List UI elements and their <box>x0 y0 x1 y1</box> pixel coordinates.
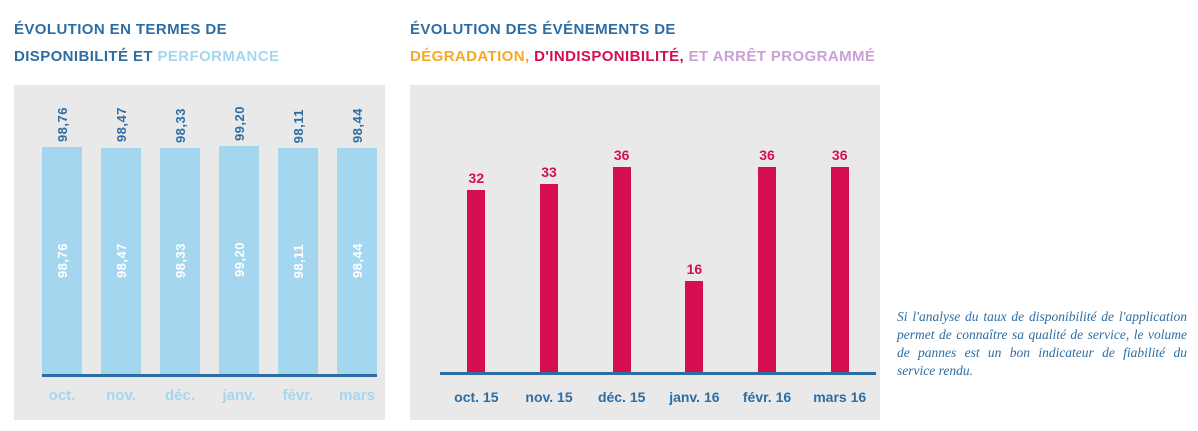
availability-title-performance-part: PERFORMANCE <box>157 48 280 65</box>
bar-column: 36 <box>585 147 658 372</box>
bar: 98,44 <box>337 147 377 374</box>
bar-column: 99,20 99,20 <box>219 106 259 374</box>
bar-value-label: 99,20 <box>231 105 247 141</box>
bar-value-label: 36 <box>759 146 775 163</box>
bar-value-label: 32 <box>468 169 485 186</box>
bar <box>830 166 849 372</box>
x-axis-label: nov. 15 <box>525 389 573 405</box>
bar-value-label: 36 <box>613 146 630 163</box>
x-axis-label: mars <box>339 387 375 404</box>
bar <box>685 280 704 372</box>
bar-column: 98,47 98,47 <box>101 107 141 374</box>
events-chart-panel: 32 33 36 16 36 36 oct. 15 nov. 15 déc. 15 janv. … <box>410 85 880 420</box>
bar-inner-value-label: 98,44 <box>349 243 365 279</box>
events-title-indisponibilite-part: D'INDISPONIBILITÉ, <box>534 48 685 65</box>
bar-value-label: 98,11 <box>290 109 306 144</box>
availability-title-blue-part: DISPONIBILITÉ ET <box>14 48 153 65</box>
bar-value-label: 16 <box>686 260 703 277</box>
availability-title-line1: ÉVOLUTION EN TERMES DE <box>14 16 279 43</box>
bar-column: 36 <box>731 147 804 372</box>
bar-value-label: 36 <box>831 146 848 163</box>
bar-column: 16 <box>658 261 731 372</box>
x-axis-label: mars 16 <box>813 389 867 405</box>
bar-column: 98,11 98,11 <box>278 109 318 374</box>
x-axis-label: janv. <box>222 387 256 404</box>
bar <box>540 183 558 372</box>
x-axis-label: oct. <box>48 387 76 404</box>
events-title-line1: ÉVOLUTION DES ÉVÉNEMENTS DE <box>410 16 875 43</box>
x-axis-label: nov. <box>106 387 136 404</box>
bar-column: 32 <box>440 170 513 372</box>
bar-value-label: 98,47 <box>113 107 129 143</box>
x-axis-label: oct. 15 <box>454 389 499 405</box>
bar-column: 98,76 98,76 <box>42 107 82 374</box>
events-title-degradation-part: DÉGRADATION, <box>410 48 530 65</box>
bar: 98,76 <box>42 146 82 374</box>
bar-inner-value-label: 98,47 <box>113 243 129 279</box>
events-title-arret-part: ET ARRÊT PROGRAMMÉ <box>688 48 876 65</box>
bar <box>612 166 631 372</box>
bar-value-label: 98,44 <box>349 107 365 143</box>
bar <box>467 189 486 372</box>
bar: 98,47 <box>101 147 141 374</box>
bar: 98,11 <box>278 148 318 374</box>
bar-inner-value-label: 98,33 <box>172 243 188 279</box>
x-axis-label: janv. 16 <box>669 389 720 405</box>
bar <box>758 166 777 372</box>
bar-value-label: 98,76 <box>54 106 70 142</box>
x-axis-label: déc. 15 <box>597 389 646 405</box>
bar-value-label: 98,33 <box>172 107 188 143</box>
x-axis-label: févr. 16 <box>742 389 792 405</box>
bar-inner-value-label: 99,20 <box>231 242 247 278</box>
events-chart-x-axis-labels: oct. 15 nov. 15 déc. 15 janv. 16 févr. 16 mar… <box>440 389 876 405</box>
x-axis-label: déc. <box>164 387 195 404</box>
availability-title-line1-text: ÉVOLUTION EN TERMES DE <box>14 21 227 38</box>
bar: 98,33 <box>160 147 200 374</box>
bar-column: 36 <box>803 147 876 372</box>
events-chart-plot-area: 32 33 36 16 36 36 <box>440 87 876 375</box>
events-chart-title: ÉVOLUTION DES ÉVÉNEMENTS DE DÉGRADATION,… <box>410 16 875 70</box>
bar-column: 33 <box>513 164 586 372</box>
events-title-line2: DÉGRADATION, D'INDISPONIBILITÉ, ET ARRÊT… <box>410 43 875 70</box>
bar-inner-value-label: 98,11 <box>290 244 306 279</box>
bar-column: 98,33 98,33 <box>160 108 200 374</box>
bar-value-label: 33 <box>541 163 557 180</box>
x-axis-label: févr. <box>282 387 314 404</box>
annotation-text: Si l'analyse du taux de disponibilité de… <box>897 309 1187 378</box>
availability-chart-panel: 98,76 98,76 98,47 98,47 98,33 98,33 99,20 99,20… <box>14 85 385 420</box>
availability-chart-title: ÉVOLUTION EN TERMES DE DISPONIBILITÉ ET … <box>14 16 279 70</box>
bar-column: 98,44 98,44 <box>337 108 377 374</box>
events-title-line1-text: ÉVOLUTION DES ÉVÉNEMENTS DE <box>410 21 676 38</box>
availability-chart-plot-area: 98,76 98,76 98,47 98,47 98,33 98,33 99,20 99,20… <box>42 87 377 377</box>
bar-inner-value-label: 98,76 <box>54 242 70 278</box>
bar: 99,20 <box>219 145 259 374</box>
availability-chart-x-axis-labels: oct. nov. déc. janv. févr. mars <box>42 387 377 404</box>
availability-title-line2: DISPONIBILITÉ ET PERFORMANCE <box>14 43 279 70</box>
